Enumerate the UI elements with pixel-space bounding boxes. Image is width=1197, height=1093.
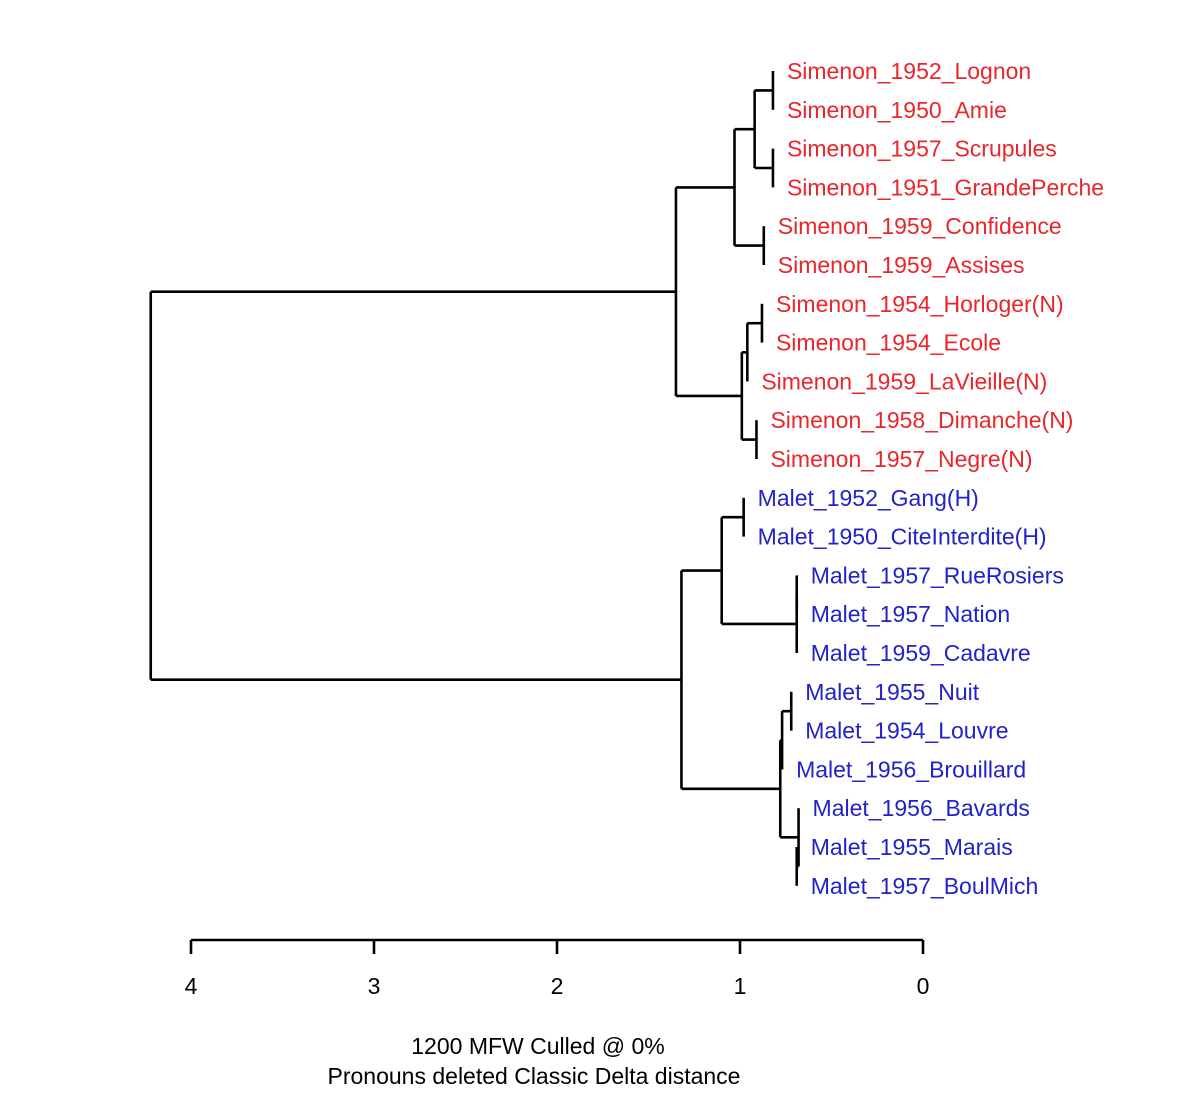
axis-tick-label: 4 xyxy=(185,973,198,999)
leaf-label: Simenon_1959_LaVieille(N) xyxy=(761,368,1047,394)
axis-tick-label: 2 xyxy=(551,973,564,999)
distance-axis: 4 3 2 1 0 xyxy=(185,938,930,999)
leaf-label: Simenon_1959_Assises xyxy=(778,252,1025,278)
leaf-label: Malet_1957_Nation xyxy=(811,601,1010,627)
leaf-label: Simenon_1958_Dimanche(N) xyxy=(770,407,1073,433)
leaf-label: Malet_1955_Marais xyxy=(811,834,1013,860)
leaf-label: Malet_1956_Brouillard xyxy=(796,756,1026,782)
leaf-label: Malet_1957_RueRosiers xyxy=(811,562,1064,588)
leaf-label: Malet_1957_BoulMich xyxy=(811,873,1039,899)
leaf-label: Simenon_1957_Scrupules xyxy=(787,136,1057,162)
leaf-label: Simenon_1954_Ecole xyxy=(776,330,1001,356)
leaf-label: Simenon_1957_Negre(N) xyxy=(770,446,1032,472)
leaf-label: Simenon_1950_Amie xyxy=(787,97,1007,123)
axis-tick-label: 3 xyxy=(368,973,381,999)
chart-caption: 1200 MFW Culled @ 0% Pronouns deleted Cl… xyxy=(328,1033,741,1089)
tree-branches xyxy=(149,71,800,886)
leaf-label: Malet_1956_Bavards xyxy=(813,795,1030,821)
caption-line-2: Pronouns deleted Classic Delta distance xyxy=(328,1063,741,1089)
leaf-label: Simenon_1951_GrandePerche xyxy=(787,174,1104,200)
leaf-label: Malet_1955_Nuit xyxy=(805,679,980,705)
leaf-labels: Simenon_1952_Lognon Simenon_1950_Amie Sime… xyxy=(758,58,1104,899)
leaf-label: Malet_1959_Cadavre xyxy=(811,640,1031,666)
leaf-label: Simenon_1959_Confidence xyxy=(778,213,1062,239)
leaf-label: Malet_1954_Louvre xyxy=(805,718,1008,744)
leaf-label: Malet_1952_Gang(H) xyxy=(758,485,979,511)
leaf-label: Simenon_1954_Horloger(N) xyxy=(776,291,1064,317)
axis-tick-label: 1 xyxy=(734,973,747,999)
axis-tick-label: 0 xyxy=(917,973,930,999)
leaf-label: Malet_1950_CiteInterdite(H) xyxy=(758,524,1047,550)
leaf-label: Simenon_1952_Lognon xyxy=(787,58,1031,84)
caption-line-1: 1200 MFW Culled @ 0% xyxy=(411,1033,664,1059)
